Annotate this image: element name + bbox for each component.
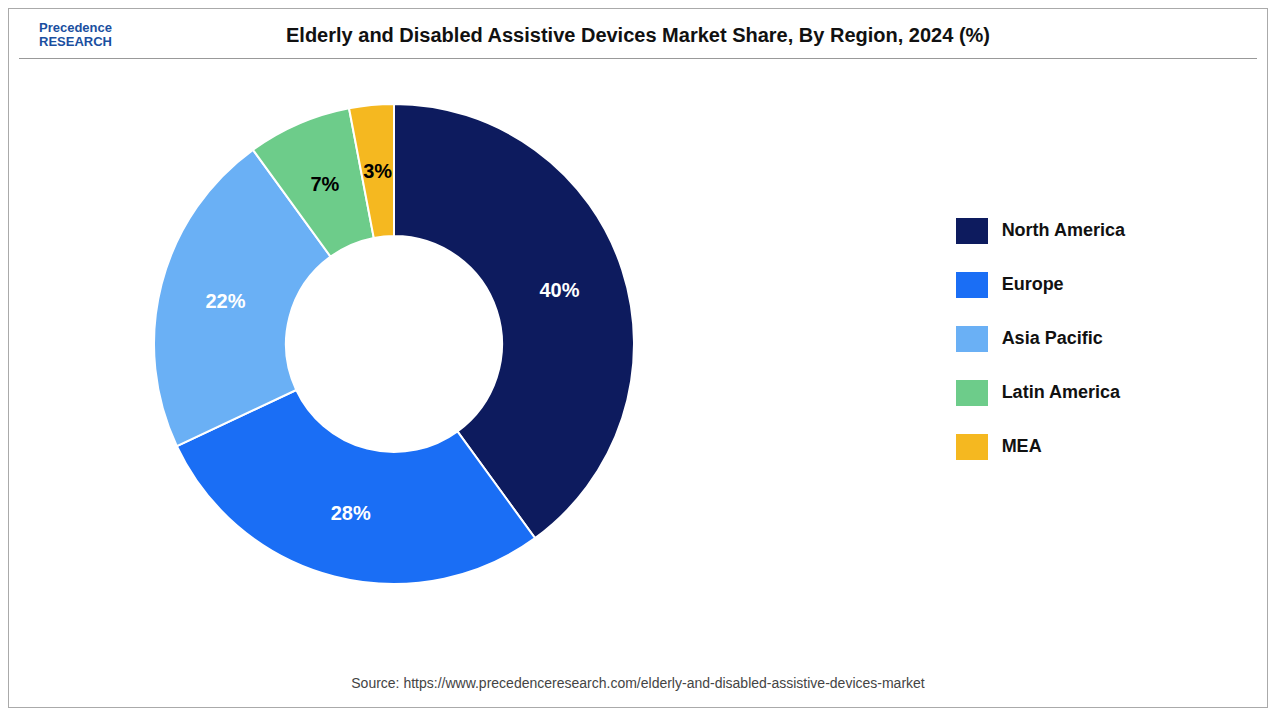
svg-text:40%: 40% (539, 279, 579, 301)
html-text:Elderly and Disabled Assistive: Elderly and Disabled Assistive Devices M… (286, 23, 990, 46)
html-text:Latin America: Latin America (1001, 382, 1120, 403)
html-text:Precedence RESEARCH: Precedence RESEARCH (39, 20, 112, 50)
svg-text:22%: 22% (205, 289, 245, 311)
svg-text:3%: 3% (363, 159, 392, 181)
svg-text:28%: 28% (331, 501, 371, 523)
svg-text:7%: 7% (310, 173, 339, 195)
html-text:MEA: MEA (1001, 436, 1042, 457)
html-text:Source: https://www.precedence: Source: https://www.precedenceresearch.c… (351, 675, 925, 691)
html-text:Europe: Europe (1001, 274, 1064, 295)
html-text:North America: North America (1001, 220, 1125, 241)
html-text:Asia Pacific: Asia Pacific (1001, 328, 1103, 349)
